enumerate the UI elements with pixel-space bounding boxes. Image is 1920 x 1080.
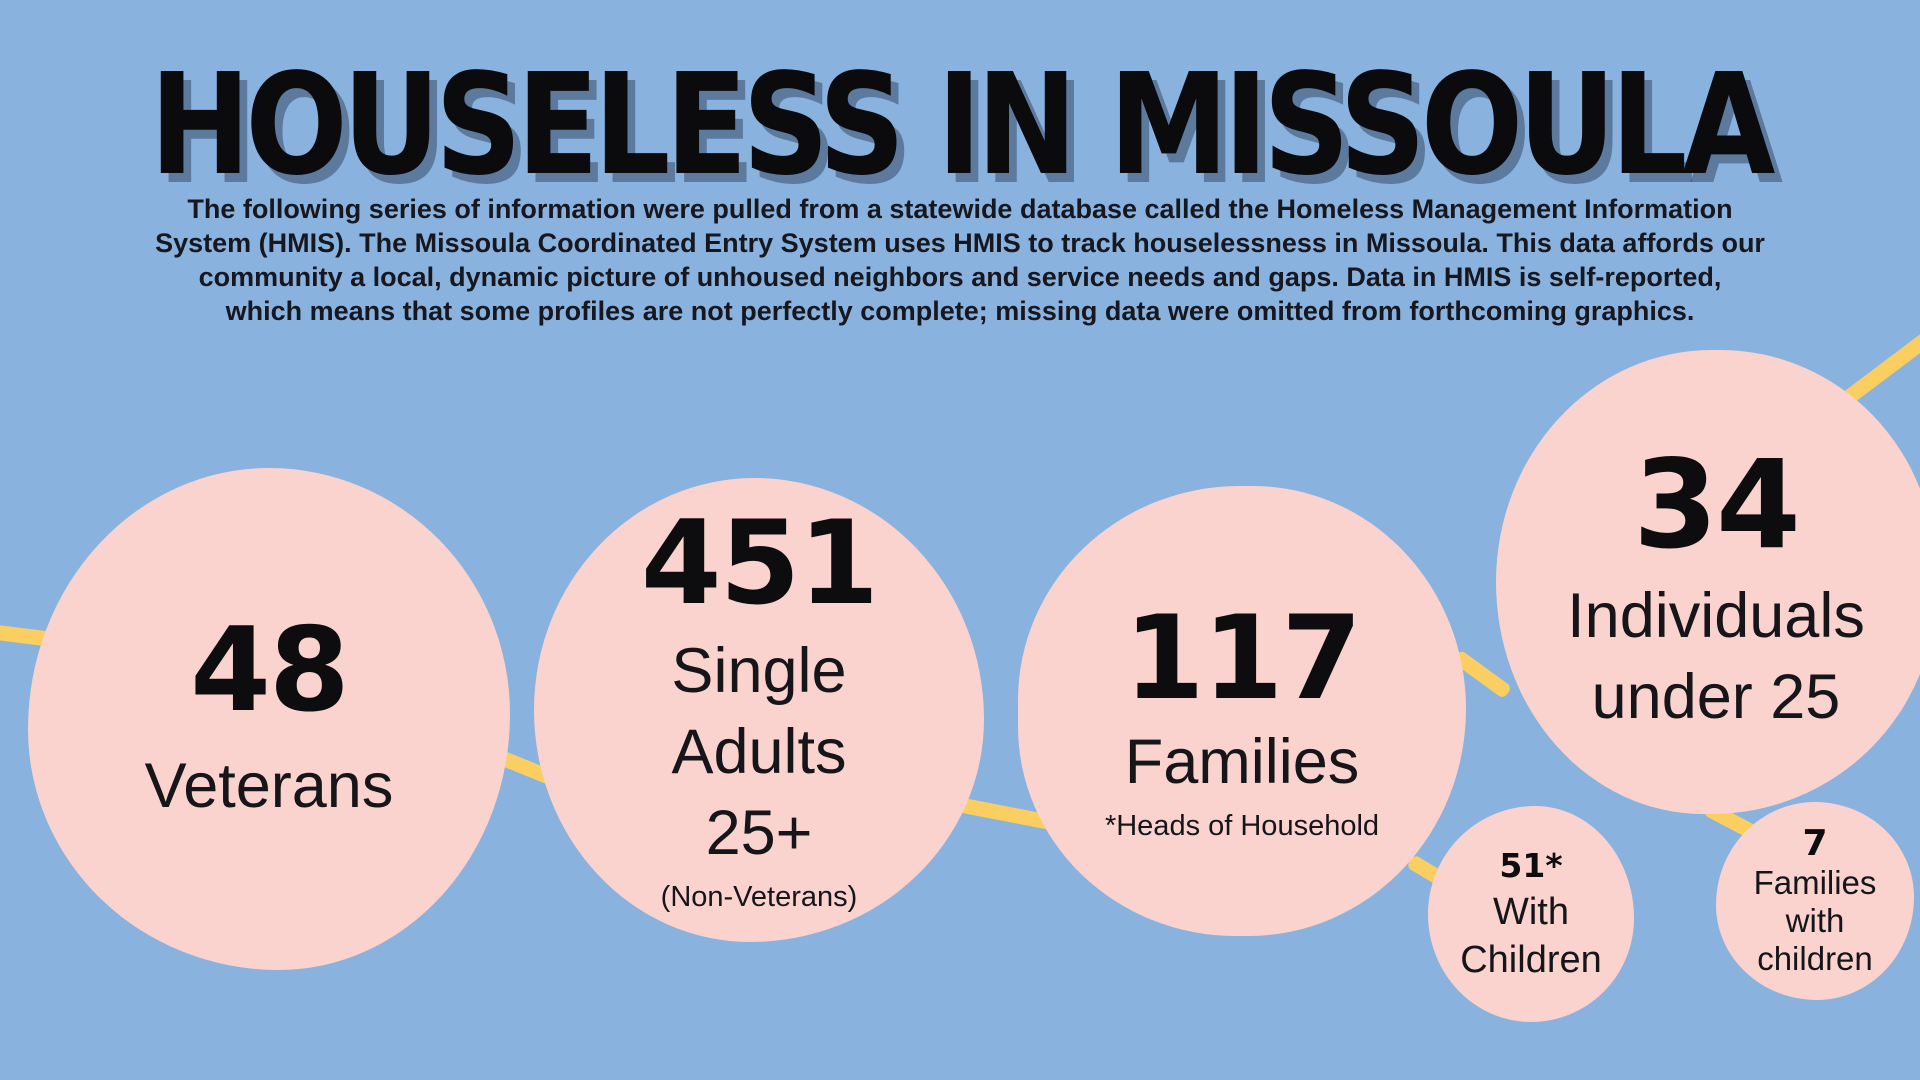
single-adults-note: (Non-Veterans) xyxy=(660,880,858,913)
bubble-families: 117 Families *Heads of Household xyxy=(1018,486,1466,936)
intro-line-1: The following series of information were… xyxy=(187,194,1733,224)
bubble-with-children: 51* With Children xyxy=(1428,806,1634,1022)
bubble-veterans: 48 Veterans xyxy=(28,468,510,970)
bubble-single-adults: 451 Single Adults 25+ (Non-Veterans) xyxy=(534,478,984,942)
under25-count: 34 xyxy=(1633,433,1801,576)
veterans-count: 48 xyxy=(190,603,349,739)
families-with-children-count: 7 xyxy=(1802,823,1828,864)
families-with-children-label-line-2: with xyxy=(1785,902,1845,939)
families-note: *Heads of Household xyxy=(1104,809,1380,842)
intro-line-4: which means that some profiles are not p… xyxy=(225,296,1695,326)
veterans-label: Veterans xyxy=(144,750,394,821)
with-children-label: With Children xyxy=(1460,891,1602,981)
families-with-children-label-line-3: children xyxy=(1757,940,1873,977)
single-adults-label-line-1: Single xyxy=(671,635,847,706)
page-title: HOUSELESS IN MISSOULA xyxy=(149,44,1776,207)
under25-label-line-2: under 25 xyxy=(1591,662,1841,733)
single-adults-label-line-3: 25+ xyxy=(705,797,813,868)
intro-line-2: System (HMIS). The Missoula Coordinated … xyxy=(155,228,1765,258)
under25-label-line-1: Individuals xyxy=(1567,581,1865,652)
intro-line-3: community a local, dynamic picture of un… xyxy=(198,262,1722,292)
families-label: Families xyxy=(1124,726,1360,797)
families-count: 117 xyxy=(1123,591,1362,727)
families-with-children-label-line-1: Families xyxy=(1753,864,1877,901)
intro-paragraph: The following series of information were… xyxy=(0,192,1920,328)
bubble-families-with-children: 7 Families with children xyxy=(1716,802,1914,1000)
single-adults-count: 451 xyxy=(640,496,879,632)
single-adults-label-line-2: Adults xyxy=(671,716,847,787)
with-children-count: 51* xyxy=(1499,846,1563,885)
bubble-individuals-under-25: 34 Individuals under 25 xyxy=(1496,350,1920,814)
